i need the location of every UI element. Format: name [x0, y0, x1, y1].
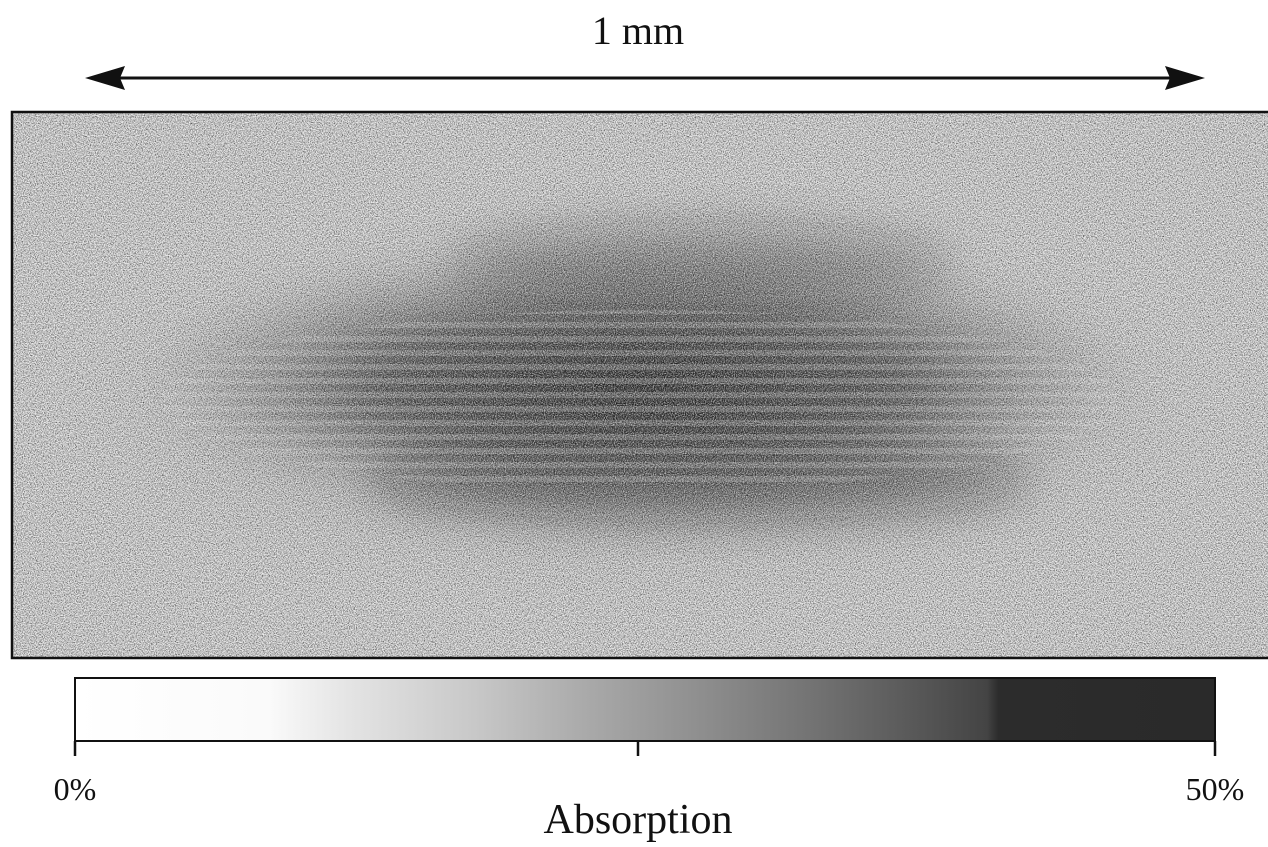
colorbar-min-label: 0% — [54, 771, 97, 807]
colorbar-ticks — [73, 741, 1217, 756]
colorbar-max-label: 50% — [1186, 771, 1245, 807]
scale-arrow — [85, 66, 1205, 90]
image-frame — [10, 110, 1268, 660]
absorption-image — [12, 112, 1268, 658]
colorbar-title: Absorption — [544, 797, 733, 843]
scale-label: 1 mm — [592, 8, 684, 53]
colorbar — [74, 677, 1216, 742]
